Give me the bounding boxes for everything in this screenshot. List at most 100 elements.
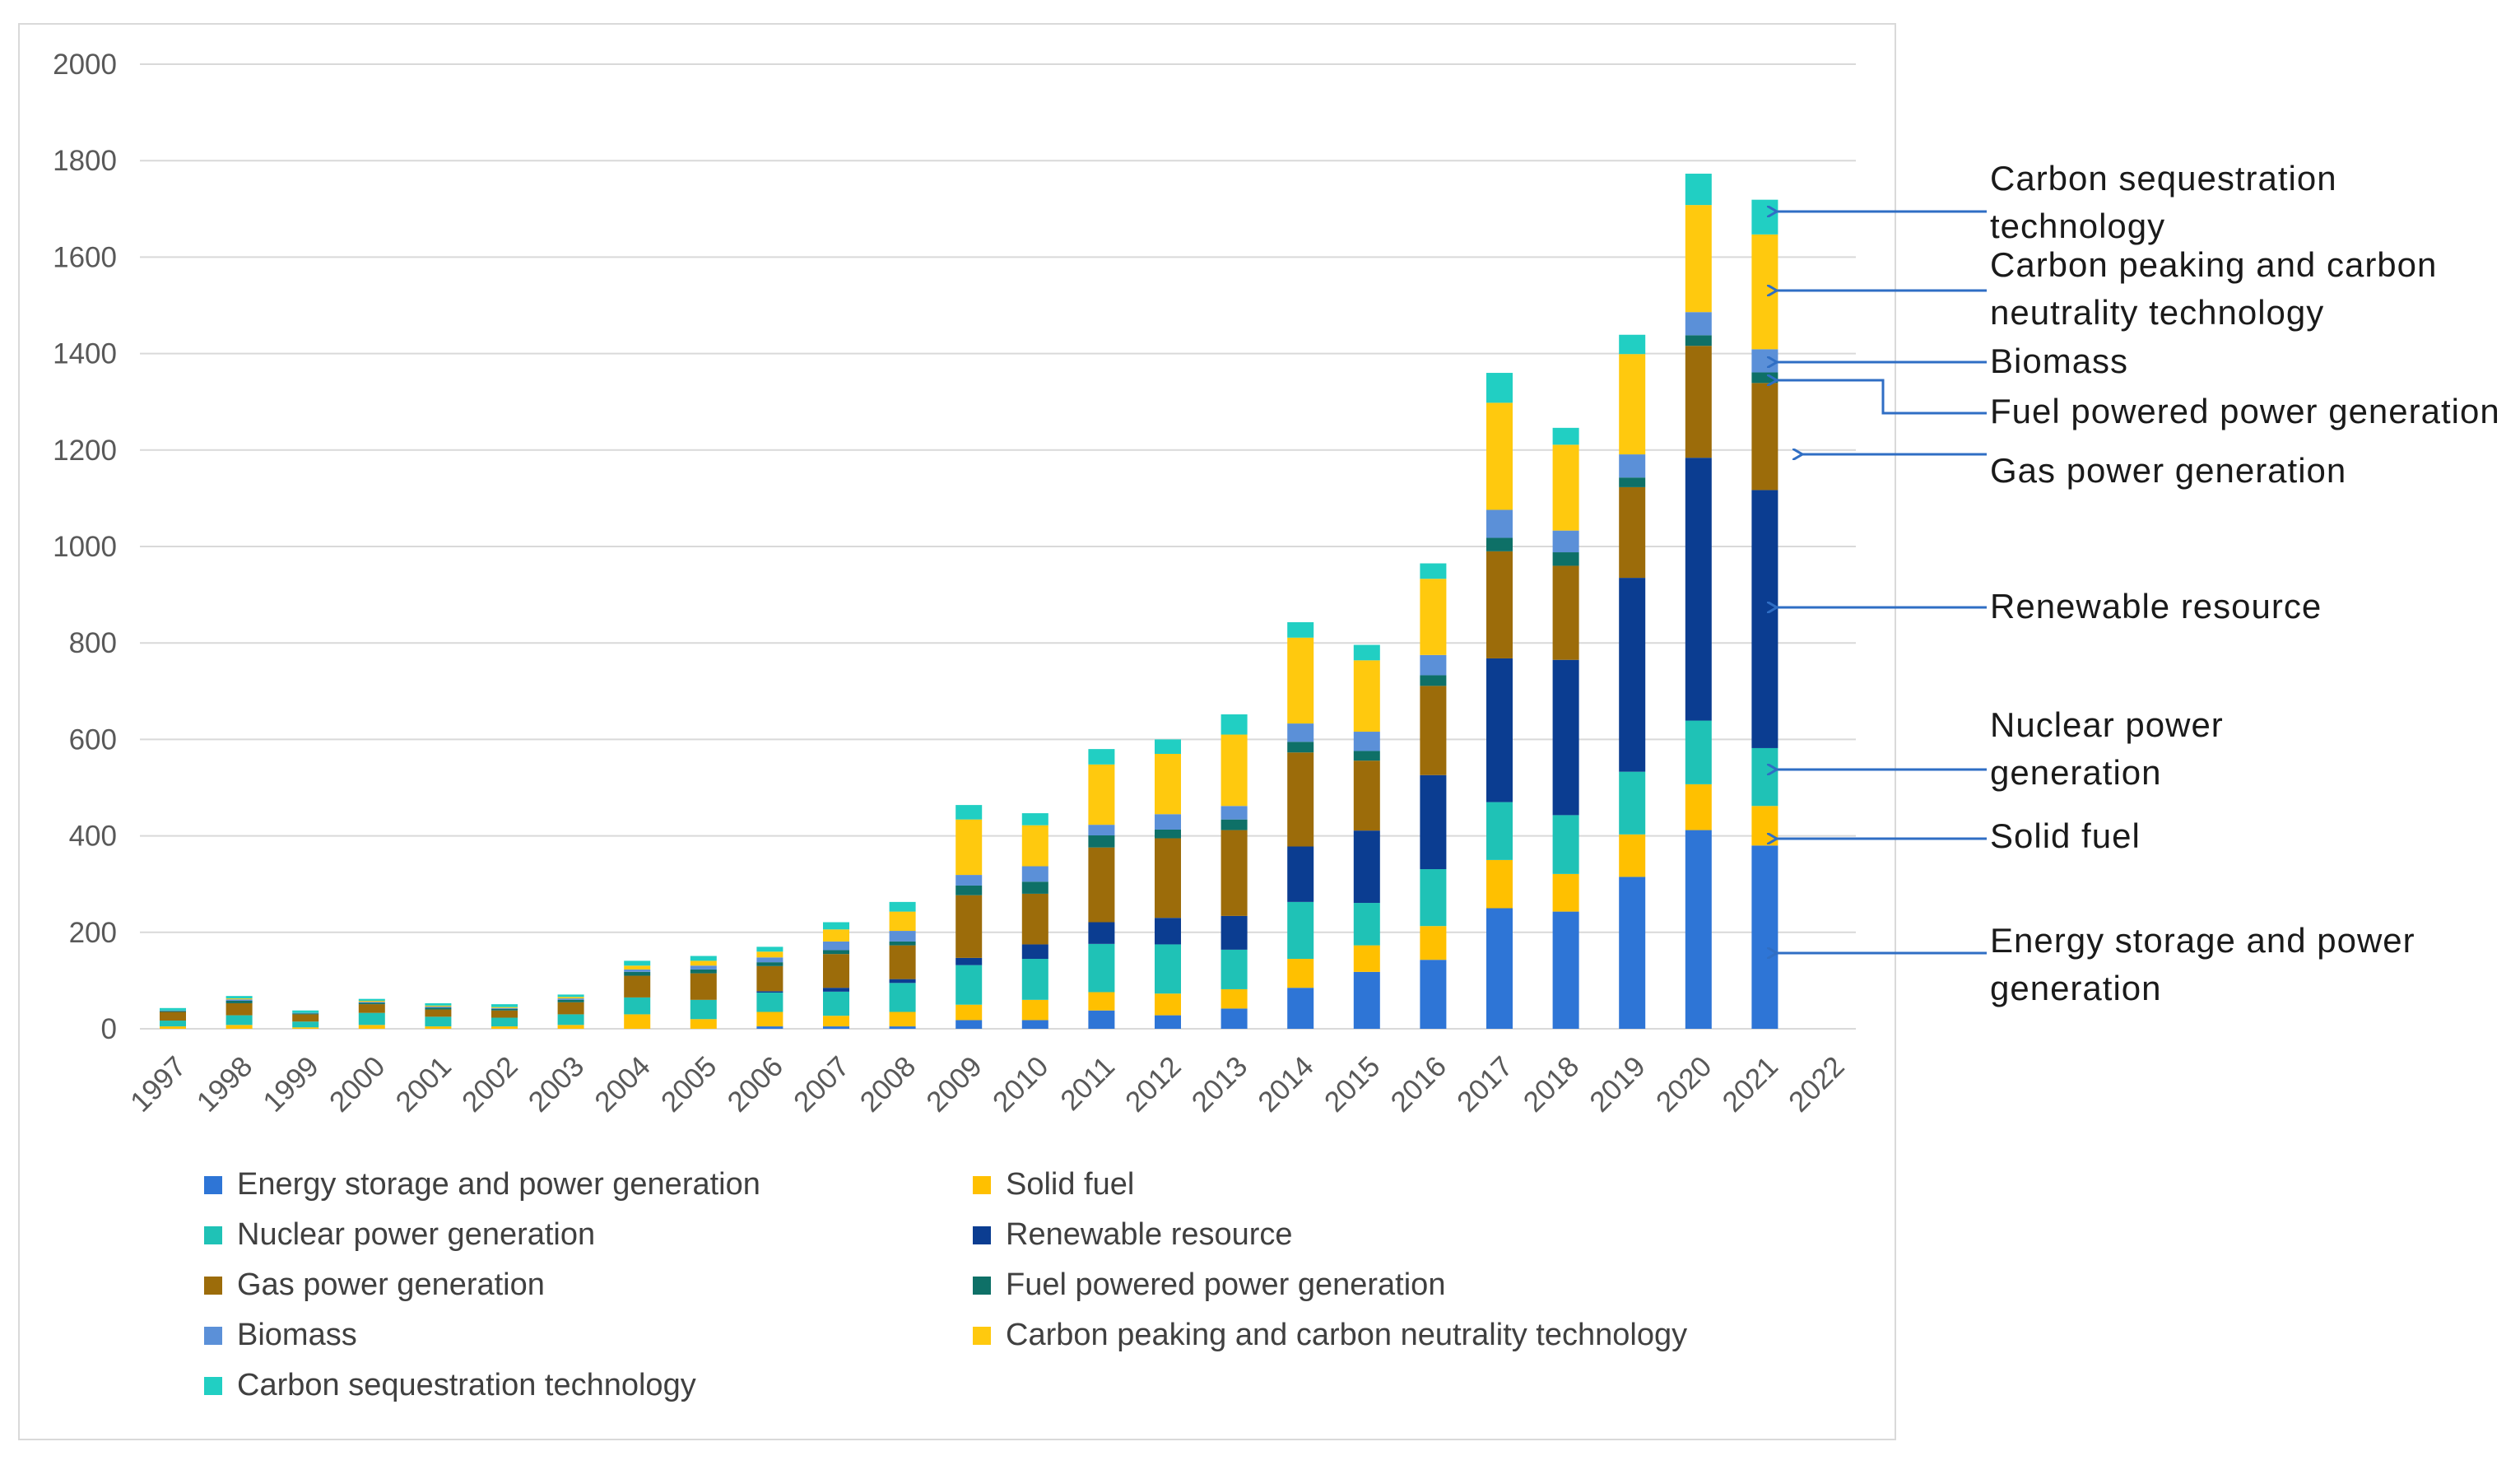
annotation-line: technology: [1990, 207, 2166, 245]
bar-segment: [1751, 747, 1778, 807]
bar-segment: [1420, 869, 1447, 927]
bar-segment: [1685, 335, 1712, 346]
legend-label: Biomass: [237, 1318, 357, 1352]
bar-segment: [1751, 234, 1778, 350]
bar-segment: [1685, 174, 1712, 206]
bar-segment: [756, 965, 783, 992]
annotation-line: Energy storage and power: [1990, 921, 2415, 960]
annotation-label: Carbon peaking and carbon neutrality tech…: [1990, 241, 2437, 337]
chart-frame: [18, 23, 1896, 1440]
bar-segment: [1420, 686, 1447, 775]
legend-item: Carbon peaking and carbon neutrality tec…: [973, 1318, 1687, 1353]
bar-segment: [955, 1004, 983, 1021]
bar-segment: [955, 805, 983, 820]
bar-segment: [1287, 901, 1314, 960]
annotation-label: Energy storage and power generation: [1990, 917, 2415, 1012]
bar-segment: [1552, 427, 1579, 445]
bar-segment: [292, 1010, 319, 1013]
bar-segment: [756, 1026, 783, 1029]
bar-segment: [1685, 205, 1712, 313]
bar-segment: [160, 1007, 186, 1011]
bar-segment: [823, 991, 849, 1016]
bar-segment: [1486, 908, 1513, 1029]
annotation-arrows: [1777, 212, 1987, 953]
legend-label: Gas power generation: [237, 1267, 545, 1302]
bar-segment: [358, 1012, 385, 1026]
bar-segment: [1552, 530, 1579, 553]
bar-segment: [1287, 723, 1314, 742]
bar-segment: [1155, 1015, 1181, 1029]
bar-segment: [1021, 813, 1048, 826]
bar-segment: [756, 993, 783, 1012]
bar-segment: [1486, 509, 1513, 538]
x-tick-label: 2006: [721, 1050, 789, 1119]
x-axis-ticks: 1997199819992000200120022003200420052006…: [124, 1050, 1851, 1119]
bar-segment: [690, 969, 717, 974]
bar-segment: [823, 922, 849, 930]
bar-segment: [955, 965, 983, 1005]
bar-segment: [823, 988, 849, 992]
bar-segment: [160, 1021, 186, 1027]
bar-segment: [823, 941, 849, 951]
bar-segment: [225, 996, 253, 999]
legend-swatch: [973, 1175, 991, 1194]
bar-segment: [1021, 881, 1048, 894]
bar-segment: [1088, 764, 1115, 826]
bar-segment: [955, 819, 983, 876]
x-tick-label: 2012: [1119, 1050, 1188, 1119]
bar-segment: [1088, 1010, 1115, 1029]
bar-segment: [425, 1005, 452, 1007]
bar-segment: [1220, 819, 1248, 830]
bar-segment: [1486, 537, 1513, 551]
bar-segment: [955, 875, 983, 886]
bar-segment: [1751, 372, 1778, 384]
bar-segment: [1088, 847, 1115, 923]
bar-segment: [1552, 565, 1579, 660]
y-tick-label: 1000: [53, 531, 117, 563]
bar-segment: [823, 1026, 849, 1029]
annotation-line: Gas power generation: [1990, 451, 2347, 490]
bar-segment: [358, 1002, 385, 1005]
bar-segment: [1486, 802, 1513, 860]
legend-label: Energy storage and power generation: [237, 1167, 760, 1202]
annotation-label: Carbon sequestration technology: [1990, 155, 2337, 250]
bar-segment: [1220, 988, 1248, 1009]
x-tick-label: 2008: [854, 1050, 923, 1119]
bar-segment: [292, 1021, 319, 1028]
bar-segment: [1619, 354, 1646, 455]
bar-segment: [955, 895, 983, 958]
bar-segment: [160, 1010, 186, 1012]
bar-segment: [225, 999, 253, 1002]
bar-segment: [1155, 814, 1181, 830]
bar-segment: [425, 1009, 452, 1017]
x-tick-label: 2001: [389, 1050, 458, 1119]
bar-segment: [491, 1007, 518, 1008]
bar-segment: [889, 979, 916, 984]
bar-segment: [358, 1004, 385, 1013]
x-tick-label: 2018: [1518, 1050, 1586, 1119]
bar-segment: [1088, 943, 1115, 993]
bar-segment: [1751, 199, 1778, 235]
legend-item: Solid fuel: [973, 1167, 1134, 1202]
bar-segment: [1552, 815, 1579, 874]
annotation-line: Biomass: [1990, 342, 2129, 380]
x-tick-label: 2019: [1583, 1050, 1652, 1119]
bar-segment: [690, 973, 717, 1000]
bar-segment: [491, 1008, 518, 1011]
legend-swatch: [973, 1225, 991, 1244]
bar-segment: [1420, 960, 1447, 1029]
legend-label: Renewable resource: [1006, 1217, 1293, 1252]
x-tick-label: 2000: [323, 1050, 392, 1119]
bar-segment: [1287, 988, 1314, 1029]
bar-segment: [1420, 926, 1447, 960]
bar-segment: [1751, 349, 1778, 373]
bar-segment: [1088, 825, 1115, 836]
bar-segment: [1220, 830, 1248, 916]
bar-segment: [1353, 760, 1380, 831]
bar-segment: [690, 965, 717, 970]
bar-segment: [1685, 458, 1712, 721]
bar-segment: [1021, 893, 1048, 945]
bar-segment: [624, 975, 651, 998]
bar-segment: [557, 1002, 584, 1015]
